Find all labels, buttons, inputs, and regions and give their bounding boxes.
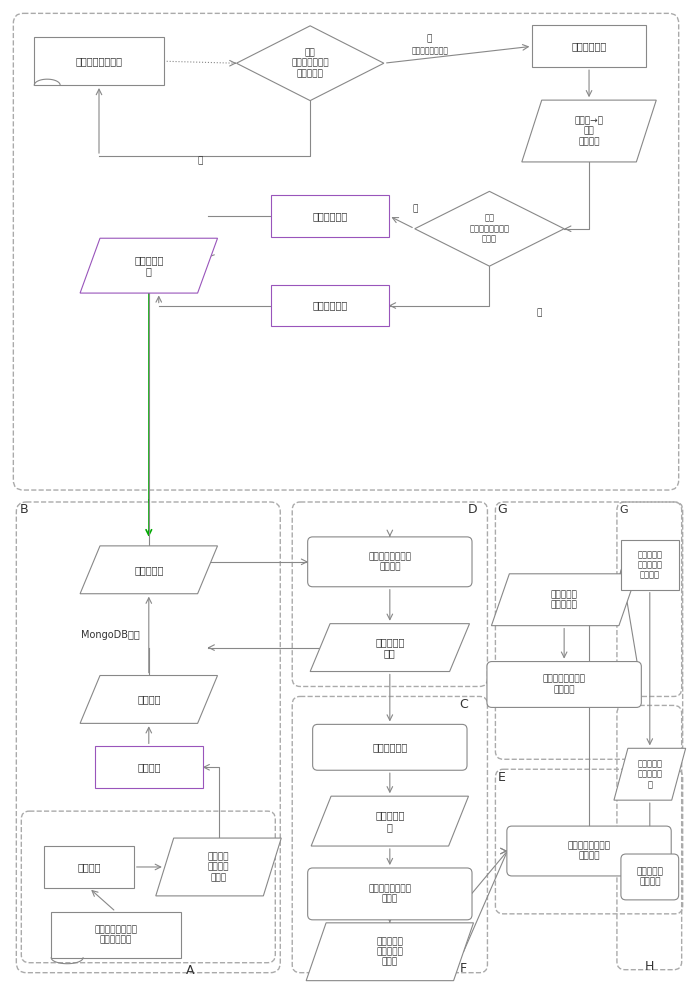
Polygon shape <box>306 923 473 981</box>
FancyBboxPatch shape <box>621 540 679 590</box>
Polygon shape <box>80 546 217 594</box>
Text: 是: 是 <box>427 35 432 44</box>
Text: 生成节点元素系统
进化子树: 生成节点元素系统 进化子树 <box>567 841 611 861</box>
Polygon shape <box>311 796 468 846</box>
FancyBboxPatch shape <box>34 37 164 85</box>
FancyBboxPatch shape <box>271 195 389 237</box>
Text: 生成子名录
列表的系统
进化子树: 生成子名录 列表的系统 进化子树 <box>637 550 662 580</box>
Text: 元素关系链: 元素关系链 <box>134 565 164 575</box>
Text: 重构存储: 重构存储 <box>137 762 160 772</box>
Text: 种级名录匹配: 种级名录匹配 <box>312 211 348 221</box>
FancyBboxPatch shape <box>95 746 203 788</box>
Text: D: D <box>468 503 477 516</box>
FancyBboxPatch shape <box>51 912 181 958</box>
Text: E: E <box>498 771 505 784</box>
FancyBboxPatch shape <box>307 537 472 587</box>
Text: H: H <box>645 960 654 973</box>
Text: 否: 否 <box>198 156 204 165</box>
Text: 是: 是 <box>412 204 418 213</box>
Text: 以节点元素检索元
素关系链: 以节点元素检索元 素关系链 <box>368 552 411 572</box>
Text: 用户自有物种名录: 用户自有物种名录 <box>75 56 123 66</box>
Text: 节点元素关
系链: 节点元素关 系链 <box>375 637 404 658</box>
FancyBboxPatch shape <box>487 662 641 707</box>
Polygon shape <box>80 238 217 293</box>
Text: 否: 否 <box>537 308 542 317</box>
Polygon shape <box>310 624 470 672</box>
FancyBboxPatch shape <box>307 868 472 920</box>
FancyBboxPatch shape <box>621 854 679 900</box>
Text: 节点元素系
统进化子树: 节点元素系 统进化子树 <box>551 590 578 609</box>
Text: 分割次数
分割权值
关系链: 分割次数 分割权值 关系链 <box>208 852 229 882</box>
FancyBboxPatch shape <box>44 846 134 888</box>
Polygon shape <box>80 676 217 723</box>
Text: 输入名→接
受名
映射关系: 输入名→接 受名 映射关系 <box>574 116 604 146</box>
Text: F: F <box>459 962 467 975</box>
Text: 中国陆地植物系统
进化基础大树: 中国陆地植物系统 进化基础大树 <box>94 925 137 944</box>
FancyBboxPatch shape <box>507 826 671 876</box>
Text: 属级名录匹配: 属级名录匹配 <box>312 301 348 311</box>
Text: 元素权值: 元素权值 <box>137 694 160 704</box>
Text: （接受名或异名）: （接受名或异名） <box>411 47 448 56</box>
Polygon shape <box>522 100 657 162</box>
Text: A: A <box>185 964 194 977</box>
Text: 生成分组关系: 生成分组关系 <box>372 742 408 752</box>
Text: 生成节点元素系统
进化子树: 生成节点元素系统 进化子树 <box>543 675 585 694</box>
Text: 分组关系数
据: 分组关系数 据 <box>375 810 404 832</box>
FancyBboxPatch shape <box>271 285 389 326</box>
Polygon shape <box>236 26 384 101</box>
FancyBboxPatch shape <box>532 25 646 67</box>
Text: G: G <box>498 503 507 516</box>
Text: 判定
（接受名是否取样
名录）: 判定 （接受名是否取样 名录） <box>470 214 510 244</box>
Text: MongoDB存储: MongoDB存储 <box>81 630 140 640</box>
Text: 系统树数据
的可视化: 系统树数据 的可视化 <box>636 867 664 887</box>
Text: 解析分割: 解析分割 <box>77 862 101 872</box>
Text: 节点元素关
系链及其匹
配权值: 节点元素关 系链及其匹 配权值 <box>376 937 404 967</box>
Text: 判定
是否《中国植物
志》中物种: 判定 是否《中国植物 志》中物种 <box>291 48 329 78</box>
Text: 检索节点元素关系
链权值: 检索节点元素关系 链权值 <box>368 884 411 904</box>
Text: G: G <box>619 505 627 515</box>
Text: B: B <box>20 503 28 516</box>
FancyBboxPatch shape <box>313 724 467 770</box>
Polygon shape <box>155 838 282 896</box>
Polygon shape <box>614 748 686 800</box>
Text: 子名录列表
系统进化子
树: 子名录列表 系统进化子 树 <box>637 759 662 789</box>
Text: 节点元素列
表: 节点元素列 表 <box>134 255 164 276</box>
Polygon shape <box>415 191 564 266</box>
Text: 转换为接受名: 转换为接受名 <box>572 41 606 51</box>
Text: C: C <box>459 698 468 711</box>
Polygon shape <box>491 574 637 626</box>
